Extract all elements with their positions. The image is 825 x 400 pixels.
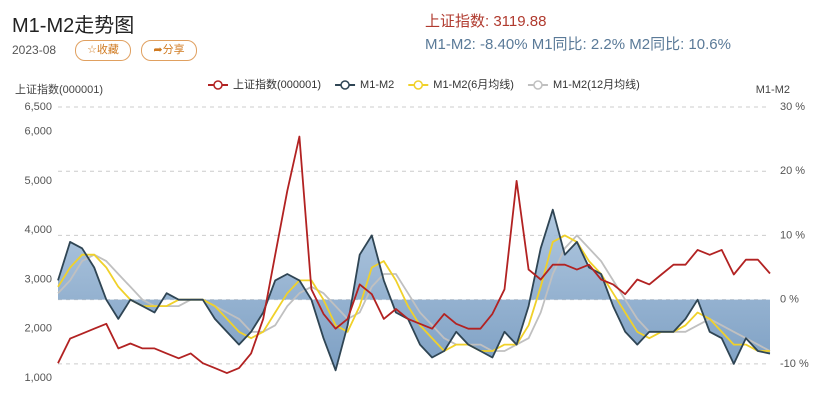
favorite-button[interactable]: ☆收藏	[75, 40, 131, 61]
series-line	[57, 208, 771, 372]
y2-axis-label: M1-M2	[756, 84, 790, 96]
share-button[interactable]: ➦分享	[141, 40, 197, 61]
y-tick-label: 4,000	[24, 224, 52, 236]
legend-marker	[213, 80, 223, 90]
legend-label: M1-M2(12月均线)	[553, 77, 640, 91]
y-tick-label: 5,000	[24, 175, 52, 187]
y-tick-label: 3,000	[24, 273, 52, 285]
legend-label: 上证指数(000001)	[233, 77, 321, 91]
legend-label: M1-M2	[360, 79, 394, 91]
y2-tick-label: 20 %	[780, 165, 805, 177]
legend-marker	[533, 80, 543, 90]
y-axis-label: 上证指数(000001)	[15, 82, 103, 96]
y2-tick-label: 10 %	[780, 229, 805, 241]
legend-marker	[413, 80, 424, 90]
area	[58, 209, 770, 371]
date: 2023-08	[12, 43, 57, 57]
y2-tick-label: -10 %	[780, 358, 809, 370]
y2-tick-label: 0 %	[780, 294, 799, 306]
chart: 上证指数(000001) M1-M2 1,000 2,000 3,000 4,000 5…	[15, 77, 809, 384]
header: M1-M2走势图 2023-08 ☆收藏 ➦分享 上证指数: 3119.88 M…	[0, 0, 825, 70]
y2-tick-label: 30 %	[780, 101, 805, 113]
series-line	[57, 234, 770, 352]
index-value: 上证指数: 3119.88	[425, 13, 547, 30]
legend-label: M1-M2(6月均线)	[433, 77, 514, 91]
y-tick-label: 2,000	[24, 323, 52, 335]
y-tick-label: 6,500	[24, 101, 52, 113]
y-tick-label: 1,000	[24, 372, 52, 384]
m1m2-value: M1-M2: -8.40% M1同比: 2.2% M2同比: 10.6%	[425, 36, 731, 53]
series-line	[57, 135, 771, 374]
y-tick-label: 6,000	[24, 126, 52, 138]
legend-marker	[340, 80, 350, 90]
page-title: M1-M2走势图	[12, 15, 135, 37]
